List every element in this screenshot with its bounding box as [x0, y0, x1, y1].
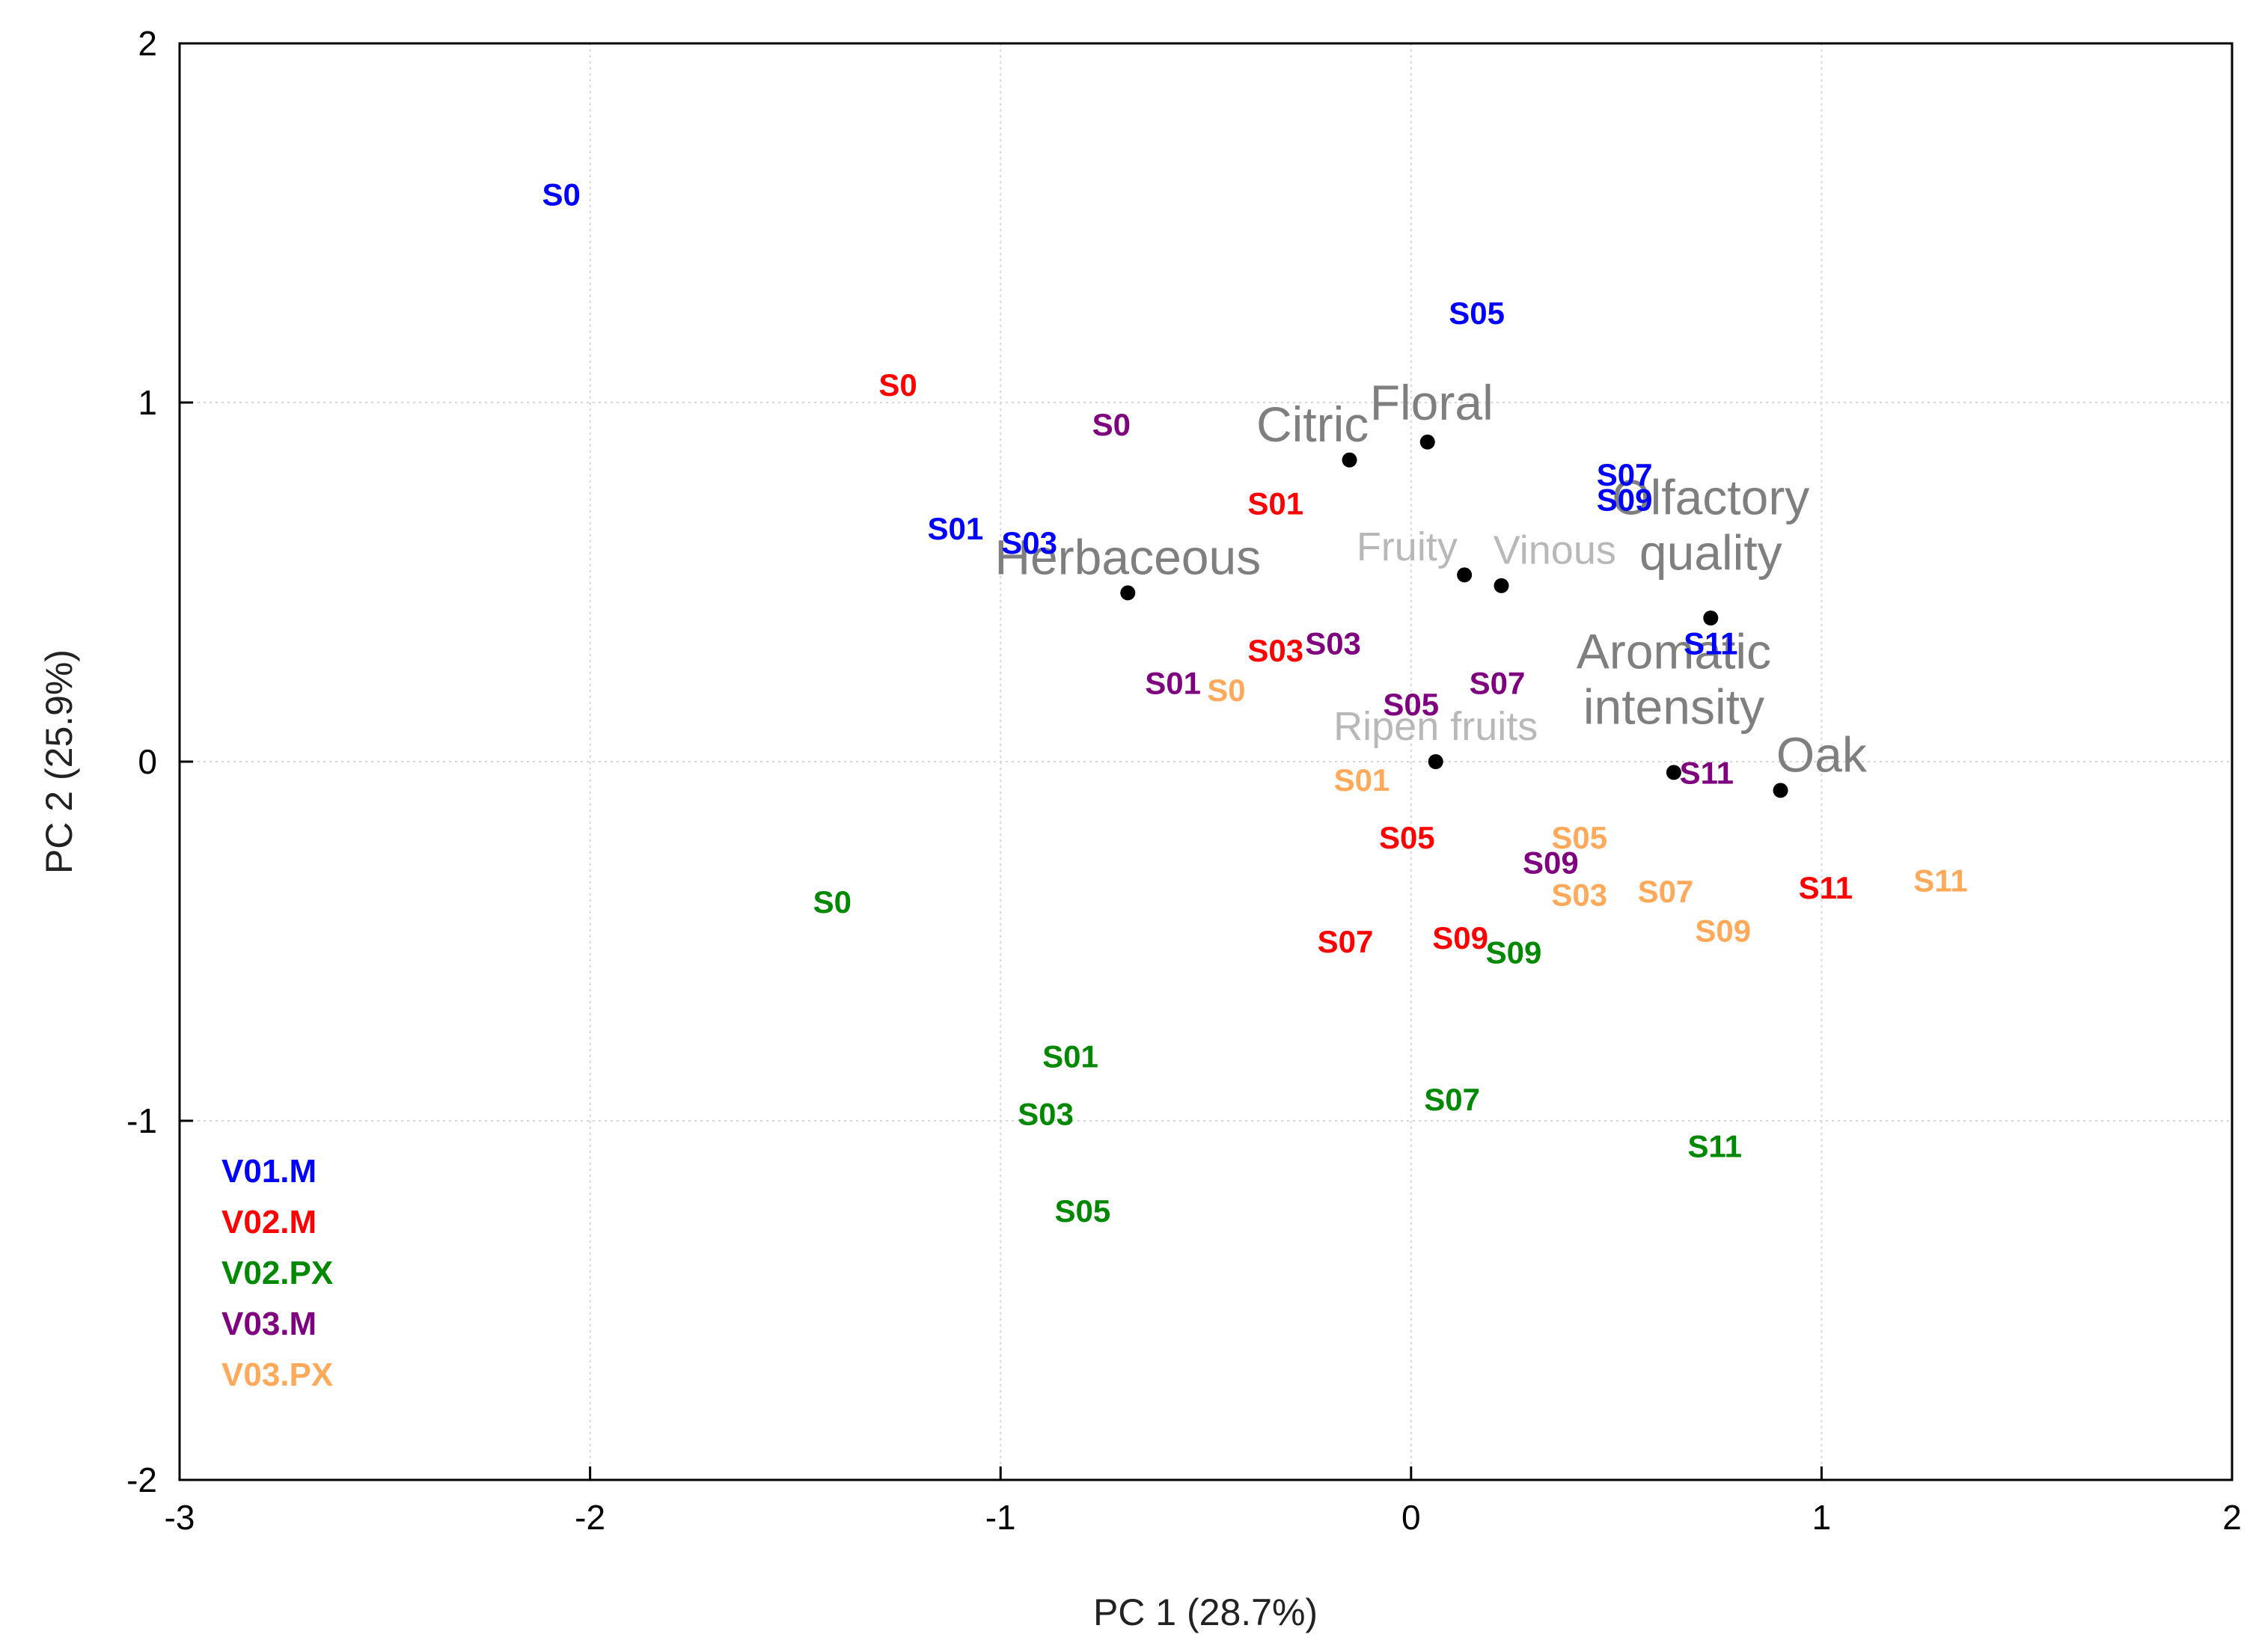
legend-entry: V03.M [221, 1306, 317, 1342]
sample-label: S09 [1695, 914, 1751, 949]
variable-point [1457, 567, 1473, 583]
sample-label: S01 [1334, 762, 1390, 798]
variable-label: Oak [1776, 727, 1868, 783]
sample-label: S03 [1551, 878, 1607, 913]
legend: V01.M V02.M V02.PX V03.M V03.PX [221, 1153, 333, 1393]
sample-label: S01 [1247, 486, 1303, 521]
sample-label: S09 [1523, 845, 1579, 880]
x-axis-title: PC 1 (28.7%) [1093, 1591, 1318, 1633]
sample-label: S01 [927, 511, 983, 546]
sample-label: S05 [1379, 820, 1435, 855]
sample-label: S11 [1688, 1129, 1742, 1164]
sample-label: S07 [1318, 924, 1374, 959]
x-tick-label: 0 [1401, 1498, 1421, 1537]
sample-label: S05 [1449, 296, 1505, 331]
y-tick-label: -2 [126, 1460, 157, 1499]
variable-point [1428, 754, 1443, 769]
variable-label: Fruity [1357, 524, 1458, 569]
sample-label: S07 [1470, 665, 1526, 700]
variable-point [1703, 611, 1719, 625]
sample-label: S0 [542, 177, 581, 212]
variable-label: Vinous [1494, 528, 1616, 573]
y-tick-label: -1 [126, 1101, 157, 1140]
x-tick-label: 2 [2222, 1498, 2242, 1537]
sample-label: S05 [1383, 687, 1439, 722]
sample-label: S11 [1913, 863, 1967, 898]
variable-point [1666, 765, 1681, 780]
sample-label: S03 [1001, 525, 1057, 560]
variable-label: intensity [1583, 679, 1764, 735]
variable-label: Citric [1256, 397, 1369, 452]
sample-label: S11 [1680, 755, 1734, 790]
variable-point [1120, 585, 1136, 601]
sample-label: S03 [1018, 1096, 1074, 1131]
variable-label: Aromatic [1577, 624, 1771, 679]
sample-label: S11 [1684, 626, 1737, 661]
variable-point [1342, 452, 1357, 468]
gridlines [180, 43, 2232, 1480]
sample-label: S07 [1597, 457, 1653, 492]
sample-label: S01 [1042, 1039, 1098, 1074]
sample-label: S11 [1799, 870, 1853, 905]
legend-entry: V03.PX [221, 1356, 333, 1393]
sample-label: S05 [1551, 820, 1607, 855]
variable-label: Olfactory [1612, 469, 1809, 524]
sample-label: S0 [1092, 407, 1131, 442]
sample-label: S07 [1638, 874, 1694, 909]
legend-entry: V02.PX [221, 1255, 333, 1291]
sample-label: S0 [1207, 673, 1245, 708]
sample-label: S03 [1305, 626, 1361, 661]
variable-label: Herbaceous [994, 530, 1261, 585]
sample-label: S01 [1145, 665, 1201, 700]
variable-label: Ripen fruits [1333, 704, 1538, 749]
x-tick-label: -1 [985, 1498, 1016, 1537]
x-tick-label: 1 [1812, 1498, 1832, 1537]
axis-ticks [178, 42, 2234, 1481]
variable-point [1419, 434, 1435, 450]
y-axis-title: PC 2 (25.9%) [38, 649, 80, 874]
legend-entry: V02.M [221, 1204, 317, 1240]
y-tick-label: 2 [138, 24, 157, 63]
variable-label: quality [1639, 524, 1782, 580]
sample-label: S07 [1424, 1082, 1480, 1117]
y-tick-label: 1 [138, 383, 157, 422]
variable-point [1773, 783, 1788, 798]
sample-label: S09 [1486, 934, 1542, 970]
x-tick-label: -2 [575, 1498, 605, 1537]
sample-label: S09 [1432, 920, 1488, 955]
sample-label: S0 [878, 367, 917, 403]
variable-label: Floral [1370, 375, 1494, 430]
sample-label: S09 [1597, 483, 1653, 518]
sample-label: S05 [1055, 1193, 1111, 1229]
y-tick-label: 0 [138, 742, 157, 781]
variable-point [1494, 578, 1509, 593]
legend-entry: V01.M [221, 1153, 317, 1190]
sample-label: S03 [1247, 633, 1303, 668]
sample-label: S0 [813, 884, 852, 920]
x-tick-label: -3 [165, 1498, 195, 1537]
